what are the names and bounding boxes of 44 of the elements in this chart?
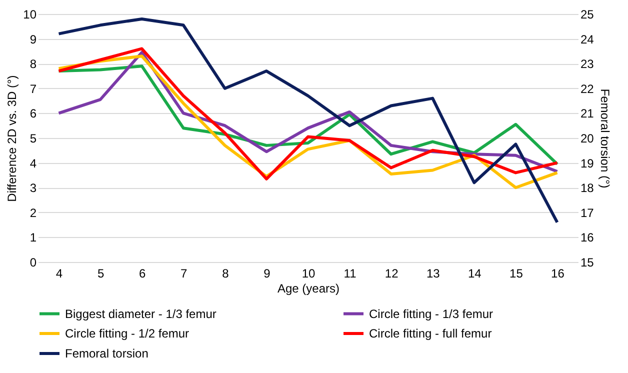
x-tick-label: 14 bbox=[468, 266, 482, 280]
line-series bbox=[57, 17, 559, 224]
x-tick-label: 12 bbox=[384, 266, 399, 280]
y2-tick-label: 15 bbox=[580, 256, 594, 270]
y2-tick-label: 16 bbox=[580, 230, 594, 245]
y2-tick-label: 22 bbox=[580, 82, 594, 96]
y-tick-label: 1 bbox=[30, 230, 37, 245]
legend-label: Circle fitting - 1/3 femur bbox=[369, 306, 494, 321]
y-tick-label: 3 bbox=[30, 181, 37, 196]
y-tick-label: 9 bbox=[30, 32, 37, 46]
x-tick-label: 4 bbox=[56, 266, 63, 280]
x-tick-label: 8 bbox=[222, 266, 230, 280]
legend-label: Circle fitting - 1/2 femur bbox=[65, 326, 190, 340]
x-tick-label: 7 bbox=[180, 266, 188, 280]
x-tick-label: 16 bbox=[551, 266, 565, 280]
y2-tick-label: 18 bbox=[580, 181, 594, 196]
legend-label: Femoral torsion bbox=[65, 346, 148, 360]
y2-axis-title: Femoral torsion (°) bbox=[598, 88, 612, 188]
y2-tick-label: 21 bbox=[580, 106, 594, 121]
y2-tick-label: 23 bbox=[580, 57, 594, 72]
y-tick-label: 5 bbox=[30, 132, 37, 146]
y2-tick-label: 20 bbox=[580, 132, 594, 146]
y2-tick-label: 17 bbox=[580, 206, 594, 220]
y-tick-label: 6 bbox=[30, 106, 37, 121]
y2-tick-label: 24 bbox=[580, 32, 594, 46]
y-tick-label: 4 bbox=[30, 156, 37, 170]
x-tick-label: 13 bbox=[426, 266, 440, 280]
x-tick-label: 11 bbox=[344, 266, 357, 280]
y-tick-label: 7 bbox=[30, 82, 37, 96]
y-axis-title: Difference 2D vs. 3D (°) bbox=[5, 75, 20, 202]
x-tick-label: 15 bbox=[510, 266, 524, 280]
x-axis-title: Age (years) bbox=[277, 282, 340, 296]
x-tick-label: 5 bbox=[97, 266, 104, 280]
x-tick-label: 9 bbox=[264, 266, 271, 280]
y-tick-label: 0 bbox=[30, 256, 37, 270]
legend-label: Circle fitting - full femur bbox=[369, 326, 492, 340]
y2-tick-label: 25 bbox=[580, 8, 594, 22]
x-tick-label: 10 bbox=[302, 266, 316, 280]
x-tick-label: 6 bbox=[139, 266, 146, 280]
y-tick-label: 10 bbox=[23, 8, 37, 22]
y-tick-label: 8 bbox=[30, 57, 37, 72]
y-tick-label: 2 bbox=[30, 206, 37, 220]
y2-tick-label: 19 bbox=[580, 156, 594, 170]
legend-label: Biggest diameter - 1/3 femur bbox=[65, 306, 216, 321]
